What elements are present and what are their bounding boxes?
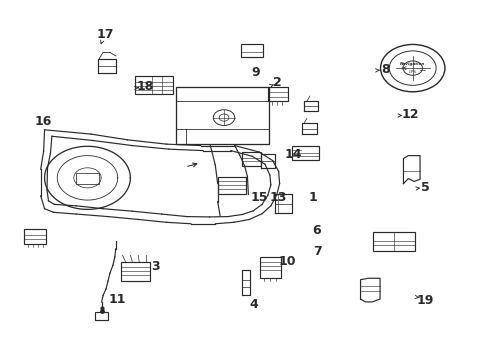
Bar — [240, 44, 263, 57]
Text: 7: 7 — [313, 245, 322, 258]
Bar — [135, 76, 172, 94]
Bar — [218, 177, 246, 194]
Text: 18: 18 — [136, 80, 153, 93]
Text: Navigation: Navigation — [399, 62, 425, 66]
Text: 12: 12 — [401, 108, 418, 121]
Bar — [76, 173, 99, 184]
Bar — [267, 87, 288, 101]
Text: 16: 16 — [35, 116, 52, 129]
Text: 15: 15 — [250, 191, 267, 204]
Text: 6: 6 — [312, 224, 320, 237]
Text: 1: 1 — [308, 191, 317, 204]
Bar — [95, 312, 108, 320]
Text: 17: 17 — [97, 28, 114, 41]
Bar — [292, 145, 319, 160]
Bar — [260, 257, 280, 278]
Text: 4: 4 — [249, 298, 258, 311]
Text: 19: 19 — [415, 294, 433, 307]
Text: 11: 11 — [109, 293, 126, 306]
Bar — [176, 87, 268, 144]
Bar — [24, 229, 45, 244]
Text: 8: 8 — [381, 63, 389, 76]
Text: 13: 13 — [269, 191, 287, 204]
Text: 5: 5 — [420, 181, 428, 194]
Text: 3: 3 — [151, 260, 160, 273]
Text: 10: 10 — [278, 255, 296, 268]
Text: GPS: GPS — [408, 71, 416, 75]
Bar — [372, 232, 414, 251]
Bar — [121, 262, 150, 281]
Text: 14: 14 — [284, 148, 302, 161]
Text: 2: 2 — [273, 76, 282, 89]
Text: 9: 9 — [250, 66, 259, 79]
Bar — [241, 152, 261, 166]
